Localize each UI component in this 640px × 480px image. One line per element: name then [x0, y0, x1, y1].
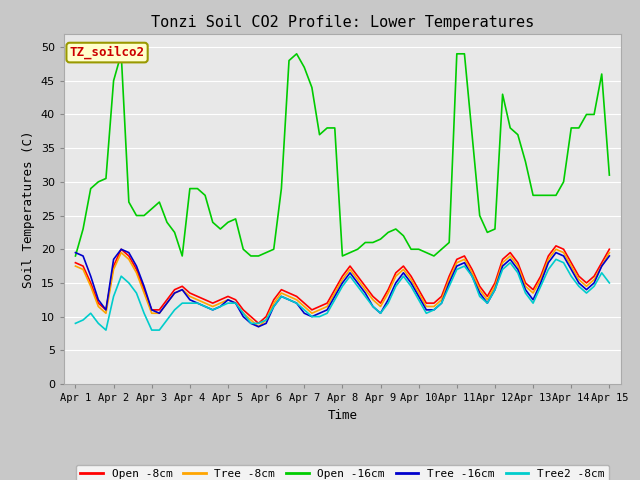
Tree -8cm [339, 276, 346, 282]
Y-axis label: Soil Temperatures (C): Soil Temperatures (C) [22, 130, 35, 288]
Line: Open -8cm: Open -8cm [76, 246, 609, 324]
Tree -16cm [590, 280, 598, 286]
Open -16cm [232, 216, 239, 222]
Open -8cm [339, 273, 346, 279]
Tree -16cm [255, 324, 262, 330]
Tree -8cm [148, 311, 156, 316]
Open -8cm [148, 307, 156, 313]
Title: Tonzi Soil CO2 Profile: Lower Temperatures: Tonzi Soil CO2 Profile: Lower Temperatur… [151, 15, 534, 30]
Tree2 -8cm [87, 311, 95, 316]
Legend: Open -8cm, Tree -8cm, Open -16cm, Tree -16cm, Tree2 -8cm: Open -8cm, Tree -8cm, Open -16cm, Tree -… [76, 465, 609, 480]
Line: Tree -16cm: Tree -16cm [76, 249, 609, 327]
Tree -8cm [568, 263, 575, 269]
Tree2 -8cm [156, 327, 163, 333]
Open -16cm [605, 172, 613, 178]
Tree -16cm [568, 266, 575, 272]
Tree -16cm [346, 270, 354, 276]
Tree -16cm [72, 250, 79, 255]
Line: Tree2 -8cm: Tree2 -8cm [76, 259, 609, 330]
Tree2 -8cm [72, 321, 79, 326]
Line: Open -16cm: Open -16cm [76, 54, 609, 256]
Open -8cm [72, 260, 79, 265]
Open -16cm [399, 233, 407, 239]
Open -8cm [552, 243, 560, 249]
Open -8cm [605, 246, 613, 252]
Tree2 -8cm [590, 283, 598, 289]
Tree -8cm [255, 324, 262, 330]
Open -8cm [399, 263, 407, 269]
Open -16cm [483, 229, 491, 235]
Open -16cm [582, 111, 590, 117]
Tree2 -8cm [605, 280, 613, 286]
Open -16cm [117, 51, 125, 57]
Tree -8cm [605, 250, 613, 255]
Tree2 -8cm [399, 273, 407, 279]
Line: Tree -8cm: Tree -8cm [76, 249, 609, 327]
Tree2 -8cm [339, 283, 346, 289]
Tree -16cm [156, 311, 163, 316]
Tree2 -8cm [552, 256, 560, 262]
Tree -16cm [605, 253, 613, 259]
Tree -8cm [399, 266, 407, 272]
Tree -16cm [117, 246, 125, 252]
Tree -8cm [87, 283, 95, 289]
Open -8cm [87, 280, 95, 286]
Tree -16cm [407, 280, 415, 286]
X-axis label: Time: Time [328, 408, 357, 421]
Open -16cm [87, 186, 95, 192]
Open -16cm [339, 253, 346, 259]
Text: TZ_soilco2: TZ_soilco2 [70, 46, 145, 59]
Tree -8cm [552, 246, 560, 252]
Open -8cm [590, 273, 598, 279]
Tree -8cm [72, 263, 79, 269]
Tree2 -8cm [568, 273, 575, 279]
Open -8cm [255, 321, 262, 326]
Tree -8cm [590, 276, 598, 282]
Tree2 -8cm [102, 327, 110, 333]
Open -16cm [72, 253, 79, 259]
Tree -16cm [87, 273, 95, 279]
Open -8cm [568, 260, 575, 265]
